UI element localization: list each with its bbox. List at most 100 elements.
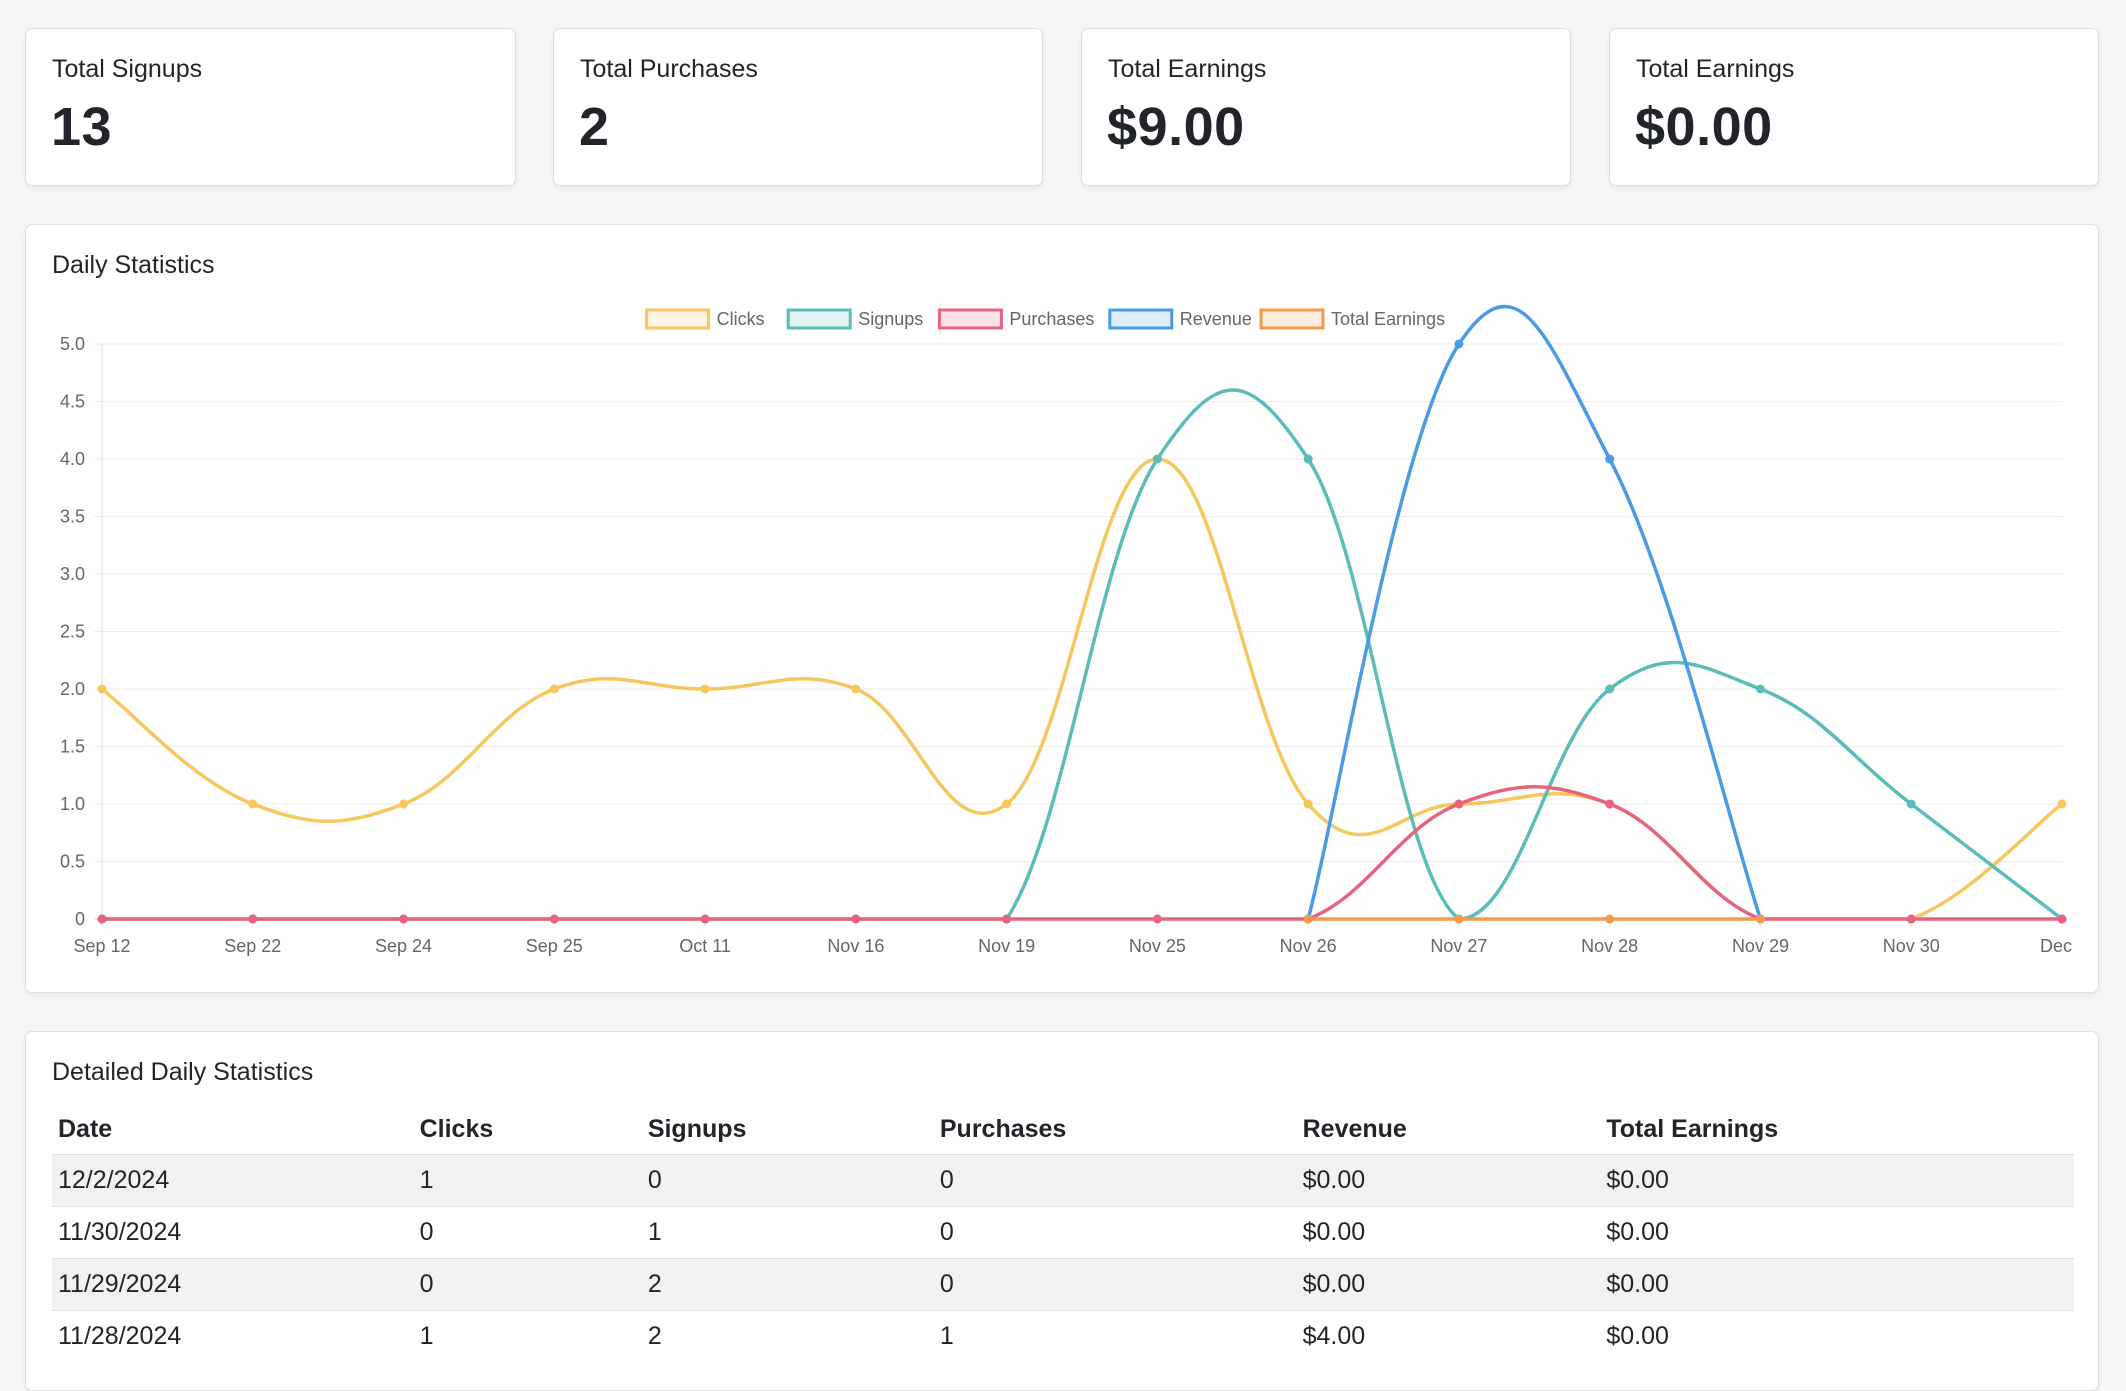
data-point bbox=[1002, 799, 1012, 809]
stat-value: $0.00 bbox=[1635, 97, 1773, 157]
stat-card-total-earnings: Total Earnings $0.00 bbox=[1609, 28, 2099, 186]
column-header: Signups bbox=[641, 1104, 934, 1155]
table-cell: 2 bbox=[641, 1310, 934, 1362]
table-cell: 0 bbox=[413, 1258, 642, 1311]
daily-statistics-card: Daily Statistics 0 0.5 1.0 1.5 2.0 2.5 3.0 3.5 4… bbox=[25, 224, 2099, 993]
legend-label: Total Earnings bbox=[1331, 309, 1445, 329]
table-cell: 11/29/2024 bbox=[52, 1258, 414, 1311]
data-point bbox=[2057, 799, 2067, 809]
daily-statistics-chart: 0 0.5 1.0 1.5 2.0 2.5 3.0 3.5 4.0 4.5 5.0 Sep 12 Sep… bbox=[60, 304, 2072, 956]
table-cell: 1 bbox=[413, 1154, 642, 1207]
stat-title: Total Signups bbox=[52, 55, 203, 83]
table-cell: 1 bbox=[933, 1310, 1297, 1362]
column-header: Date bbox=[52, 1104, 414, 1155]
y-tick-label: 1.0 bbox=[60, 794, 85, 814]
detailed-statistics-card: Detailed Daily Statistics Date Clicks Sign… bbox=[25, 1031, 2099, 1391]
y-tick-label: 4.0 bbox=[60, 449, 85, 469]
data-point bbox=[1454, 799, 1464, 809]
x-tick-label: Dec bbox=[2040, 936, 2072, 956]
table-row: 11/28/2024 1 2 1 $4.00 $0.00 bbox=[52, 1310, 2074, 1362]
stat-card-signups: Total Signups 13 bbox=[25, 28, 516, 186]
series-line bbox=[101, 785, 2062, 921]
data-point bbox=[1002, 914, 1012, 924]
y-tick-label: 5.0 bbox=[60, 334, 85, 354]
data-point bbox=[1454, 914, 1464, 924]
x-tick-label: Nov 16 bbox=[827, 936, 884, 956]
x-tick-label: Nov 29 bbox=[1732, 936, 1789, 956]
data-point bbox=[1906, 914, 1916, 924]
data-point bbox=[399, 799, 409, 809]
column-header: Total Earnings bbox=[1600, 1104, 2074, 1155]
data-point bbox=[97, 684, 107, 694]
legend-swatch bbox=[1108, 308, 1174, 330]
x-tick-label: Oct 11 bbox=[679, 936, 731, 956]
series-line bbox=[101, 388, 2064, 921]
data-point bbox=[1152, 454, 1162, 464]
x-tick-label: Nov 27 bbox=[1430, 936, 1487, 956]
legend-label: Clicks bbox=[717, 309, 765, 329]
y-tick-label: 0.5 bbox=[60, 852, 85, 872]
data-point bbox=[549, 914, 559, 924]
table-cell: $0.00 bbox=[1600, 1154, 2074, 1207]
stat-title: Total Earnings bbox=[1636, 55, 1795, 83]
table-cell: 0 bbox=[413, 1206, 642, 1259]
data-point bbox=[1152, 914, 1162, 924]
statistics-table: Date Clicks Signups Purchases Revenue Total E… bbox=[52, 1104, 2074, 1362]
legend-label: Signups bbox=[858, 309, 923, 329]
table-cell: 0 bbox=[641, 1154, 934, 1207]
data-point bbox=[700, 684, 710, 694]
data-point bbox=[248, 799, 258, 809]
table-cell: $0.00 bbox=[1296, 1258, 1601, 1311]
table-row: 11/29/2024 0 2 0 $0.00 $0.00 bbox=[52, 1258, 2074, 1311]
y-tick-label: 1.5 bbox=[60, 737, 85, 757]
table-cell: $0.00 bbox=[1600, 1258, 2074, 1311]
table-section-title: Detailed Daily Statistics bbox=[52, 1058, 314, 1086]
x-tick-label: Sep 12 bbox=[73, 936, 130, 956]
y-tick-label: 4.5 bbox=[60, 392, 85, 412]
x-tick-label: Sep 24 bbox=[375, 936, 432, 956]
data-point bbox=[1605, 684, 1615, 694]
stat-card-earnings: Total Earnings $9.00 bbox=[1081, 28, 1571, 186]
data-point bbox=[851, 914, 861, 924]
table-cell: 2 bbox=[641, 1258, 934, 1311]
data-point bbox=[1605, 454, 1615, 464]
table-cell: $0.00 bbox=[1600, 1206, 2074, 1259]
x-tick-label: Nov 25 bbox=[1129, 936, 1186, 956]
x-tick-label: Sep 22 bbox=[224, 936, 281, 956]
data-point bbox=[1906, 799, 1916, 809]
table-cell: 0 bbox=[933, 1206, 1297, 1259]
chart-section-title: Daily Statistics bbox=[52, 251, 215, 279]
x-tick-label: Nov 26 bbox=[1280, 936, 1337, 956]
table-row: 12/2/2024 1 0 0 $0.00 $0.00 bbox=[52, 1154, 2074, 1207]
data-point bbox=[1303, 799, 1313, 809]
data-point bbox=[700, 914, 710, 924]
stat-title: Total Purchases bbox=[580, 55, 758, 83]
data-point bbox=[97, 914, 107, 924]
data-point bbox=[851, 684, 861, 694]
y-tick-label: 0 bbox=[75, 909, 85, 929]
data-point bbox=[399, 914, 409, 924]
stat-title: Total Earnings bbox=[1108, 55, 1267, 83]
stat-card-purchases: Total Purchases 2 bbox=[553, 28, 1043, 186]
x-tick-label: Nov 19 bbox=[978, 936, 1035, 956]
legend-label: Purchases bbox=[1009, 309, 1094, 329]
stat-value: 2 bbox=[579, 97, 610, 157]
data-point bbox=[2057, 914, 2067, 924]
data-point bbox=[1303, 454, 1313, 464]
data-point bbox=[1755, 914, 1765, 924]
column-header: Clicks bbox=[413, 1104, 642, 1155]
table-row: 11/30/2024 0 1 0 $0.00 $0.00 bbox=[52, 1206, 2074, 1259]
table-cell: $0.00 bbox=[1296, 1206, 1601, 1259]
legend-swatch bbox=[786, 308, 852, 330]
legend-swatch bbox=[1259, 308, 1325, 330]
table-cell: 0 bbox=[933, 1154, 1297, 1207]
series-line bbox=[1306, 304, 1763, 920]
table-header-row: Date Clicks Signups Purchases Revenue Total E… bbox=[52, 1104, 2074, 1155]
data-point bbox=[1303, 914, 1313, 924]
legend-swatch bbox=[937, 308, 1003, 330]
table-cell: 11/28/2024 bbox=[52, 1310, 414, 1362]
data-point bbox=[1454, 339, 1464, 349]
data-point bbox=[1755, 684, 1765, 694]
table-cell: 0 bbox=[933, 1258, 1297, 1311]
table-cell: 1 bbox=[413, 1310, 642, 1362]
